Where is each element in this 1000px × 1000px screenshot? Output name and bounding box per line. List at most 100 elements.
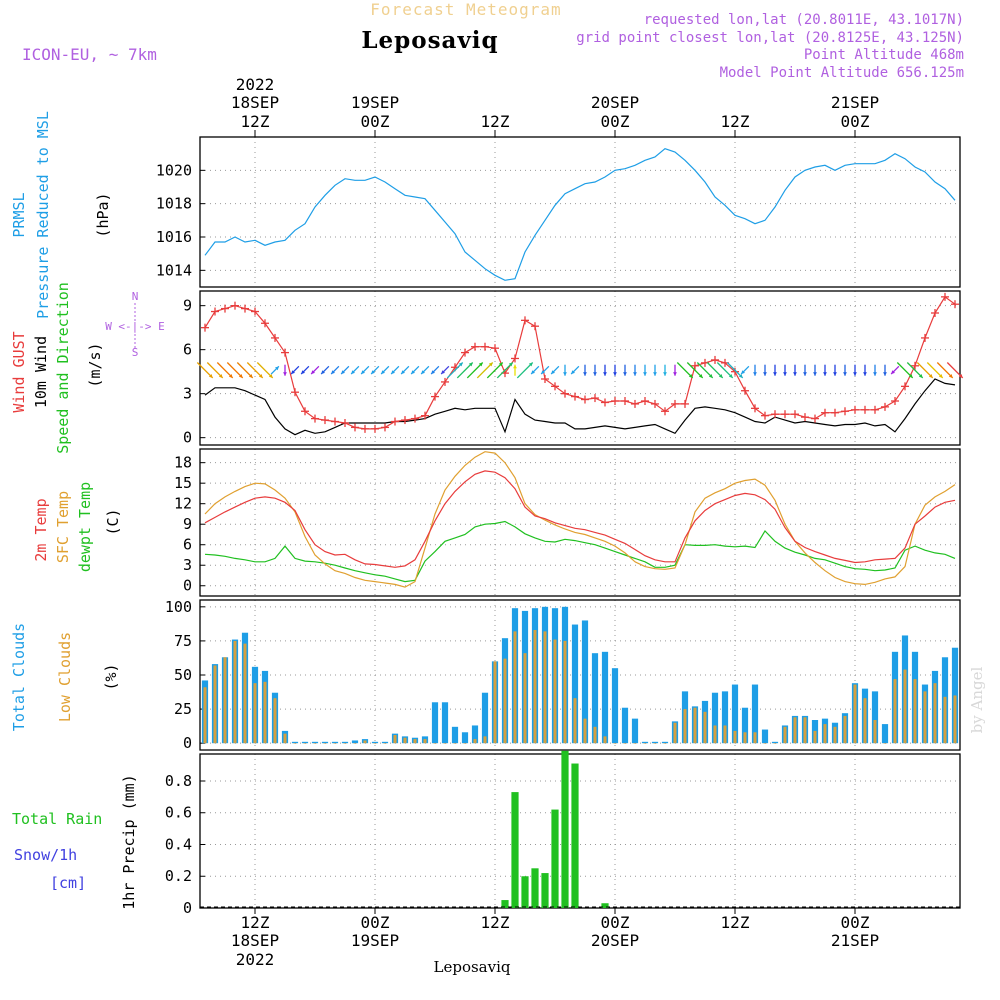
low-cloud-bar [763,743,767,744]
low-cloud-bar [903,669,907,744]
wind-arrow [440,365,450,375]
low-cloud-bar [713,725,717,744]
y-tick-label: 6 [183,536,192,554]
wind-arrow [853,364,857,376]
cloud-label-1: Total Clouds [10,623,28,731]
total-cloud-bar [771,741,779,744]
wind-arrow [563,364,567,376]
low-cloud-bar [513,631,517,744]
gust-line-marker [561,389,569,398]
pressure-panel: 1014 1016 1018 1020 [156,136,961,288]
clouds-panel: 0 25 50 75 100 [165,598,961,752]
gust-line-marker [521,316,529,325]
low-cloud-bar [673,722,677,744]
bottom-time-label: 12Z [721,913,750,932]
total-cloud-bar [611,668,619,744]
gust-line-marker [861,405,869,414]
wind-arrow [716,362,734,379]
wind-arrow [290,365,300,375]
bottom-time-label: 00Z [361,913,390,932]
wind-arrow [550,365,560,375]
wind-arrow [926,362,944,379]
low-cloud-bar [313,743,317,744]
low-cloud-bar [483,736,487,744]
wind-arrow [340,365,350,375]
precip-bar [561,750,569,908]
gust-line-marker [841,407,849,416]
gust-line-marker [571,392,579,401]
wind-arrow [676,362,694,379]
gust-line-marker [441,377,449,386]
low-cloud-bar [583,718,587,744]
wind-arrow [246,362,264,379]
top-time-label: 20SEP [591,93,639,112]
low-cloud-bar [363,740,367,744]
low-cloud-bar [573,698,577,744]
wind-arrow [456,362,474,379]
low-cloud-bar [233,640,237,744]
gust-line-marker [231,301,239,310]
gust-line-marker [461,348,469,357]
low-cloud-bar [863,698,867,744]
precip-bar [501,900,509,908]
low-cloud-bar [923,691,927,744]
low-cloud-bar [203,687,207,744]
low-cloud-bar [383,743,387,744]
wind-arrow [613,364,617,376]
gust-line-marker [811,414,819,423]
low-cloud-bar [643,743,647,744]
total-cloud-bar [571,624,579,744]
temp-labels: 2m Temp SFC Temp dewpt Temp (C) [32,482,122,572]
low-cloud-bar [433,743,437,744]
wind-label-1: Wind GUST [10,331,28,412]
wind-arrow [706,362,724,379]
gust-line-marker [741,386,749,395]
wind-arrow [906,362,924,379]
sfc-temp-line [204,451,956,588]
y-tick-label: 0 [183,577,192,595]
wind-arrow [873,364,877,376]
low-cloud-bar [413,739,417,744]
low-cloud-bar [283,733,287,744]
model-altitude: Model Point Altitude 656.125m [720,65,964,81]
wind-arrow [623,364,627,376]
gust-line-marker [621,397,629,405]
wind-arrow [783,364,787,376]
low-cloud-bar [883,743,887,744]
total-cloud-bar [301,741,309,744]
gust-line-marker [591,394,599,403]
gust-line-marker [641,397,649,405]
gust-line-marker [491,344,499,353]
low-cloud-bar [533,630,537,744]
y-tick-label: 9 [183,297,192,315]
gust-line-marker [791,410,799,419]
total-cloud-bar [661,741,669,744]
y-tick-label: 0.2 [165,867,192,885]
wind-label-3: Speed and Direction [54,282,72,454]
temp-label-2: SFC Temp [54,491,72,563]
low-cloud-bar [913,679,917,744]
y-tick-label: 3 [183,385,192,403]
wind-arrow [570,365,580,375]
wind-arrow [823,364,827,376]
bottom-time-label: 2022 [236,950,275,969]
total-cloud-bar [751,684,759,744]
low-cloud-bar [373,743,377,744]
total-cloud-bar [461,732,469,744]
low-cloud-bar [653,743,657,744]
wind-arrow [653,364,657,376]
wind-arrow [540,365,550,375]
wind-arrow [486,362,504,379]
total-cloud-bar [591,653,599,744]
low-cloud-bar [773,743,777,744]
snow-unit: [cm] [50,874,86,892]
top-time-label: 21SEP [831,93,879,112]
gust-line-marker [851,405,859,414]
precip-panel: 0 0.2 0.4 0.6 0.8 [165,750,961,917]
gust-line-marker [471,342,479,351]
low-cloud-bar [843,715,847,744]
gust-line-marker [421,411,429,420]
wind-arrow [513,364,517,376]
precip-labels: Total Rain Snow/1h [cm] 1hr Precip (mm) [12,774,138,909]
wind-arrow [350,365,360,375]
